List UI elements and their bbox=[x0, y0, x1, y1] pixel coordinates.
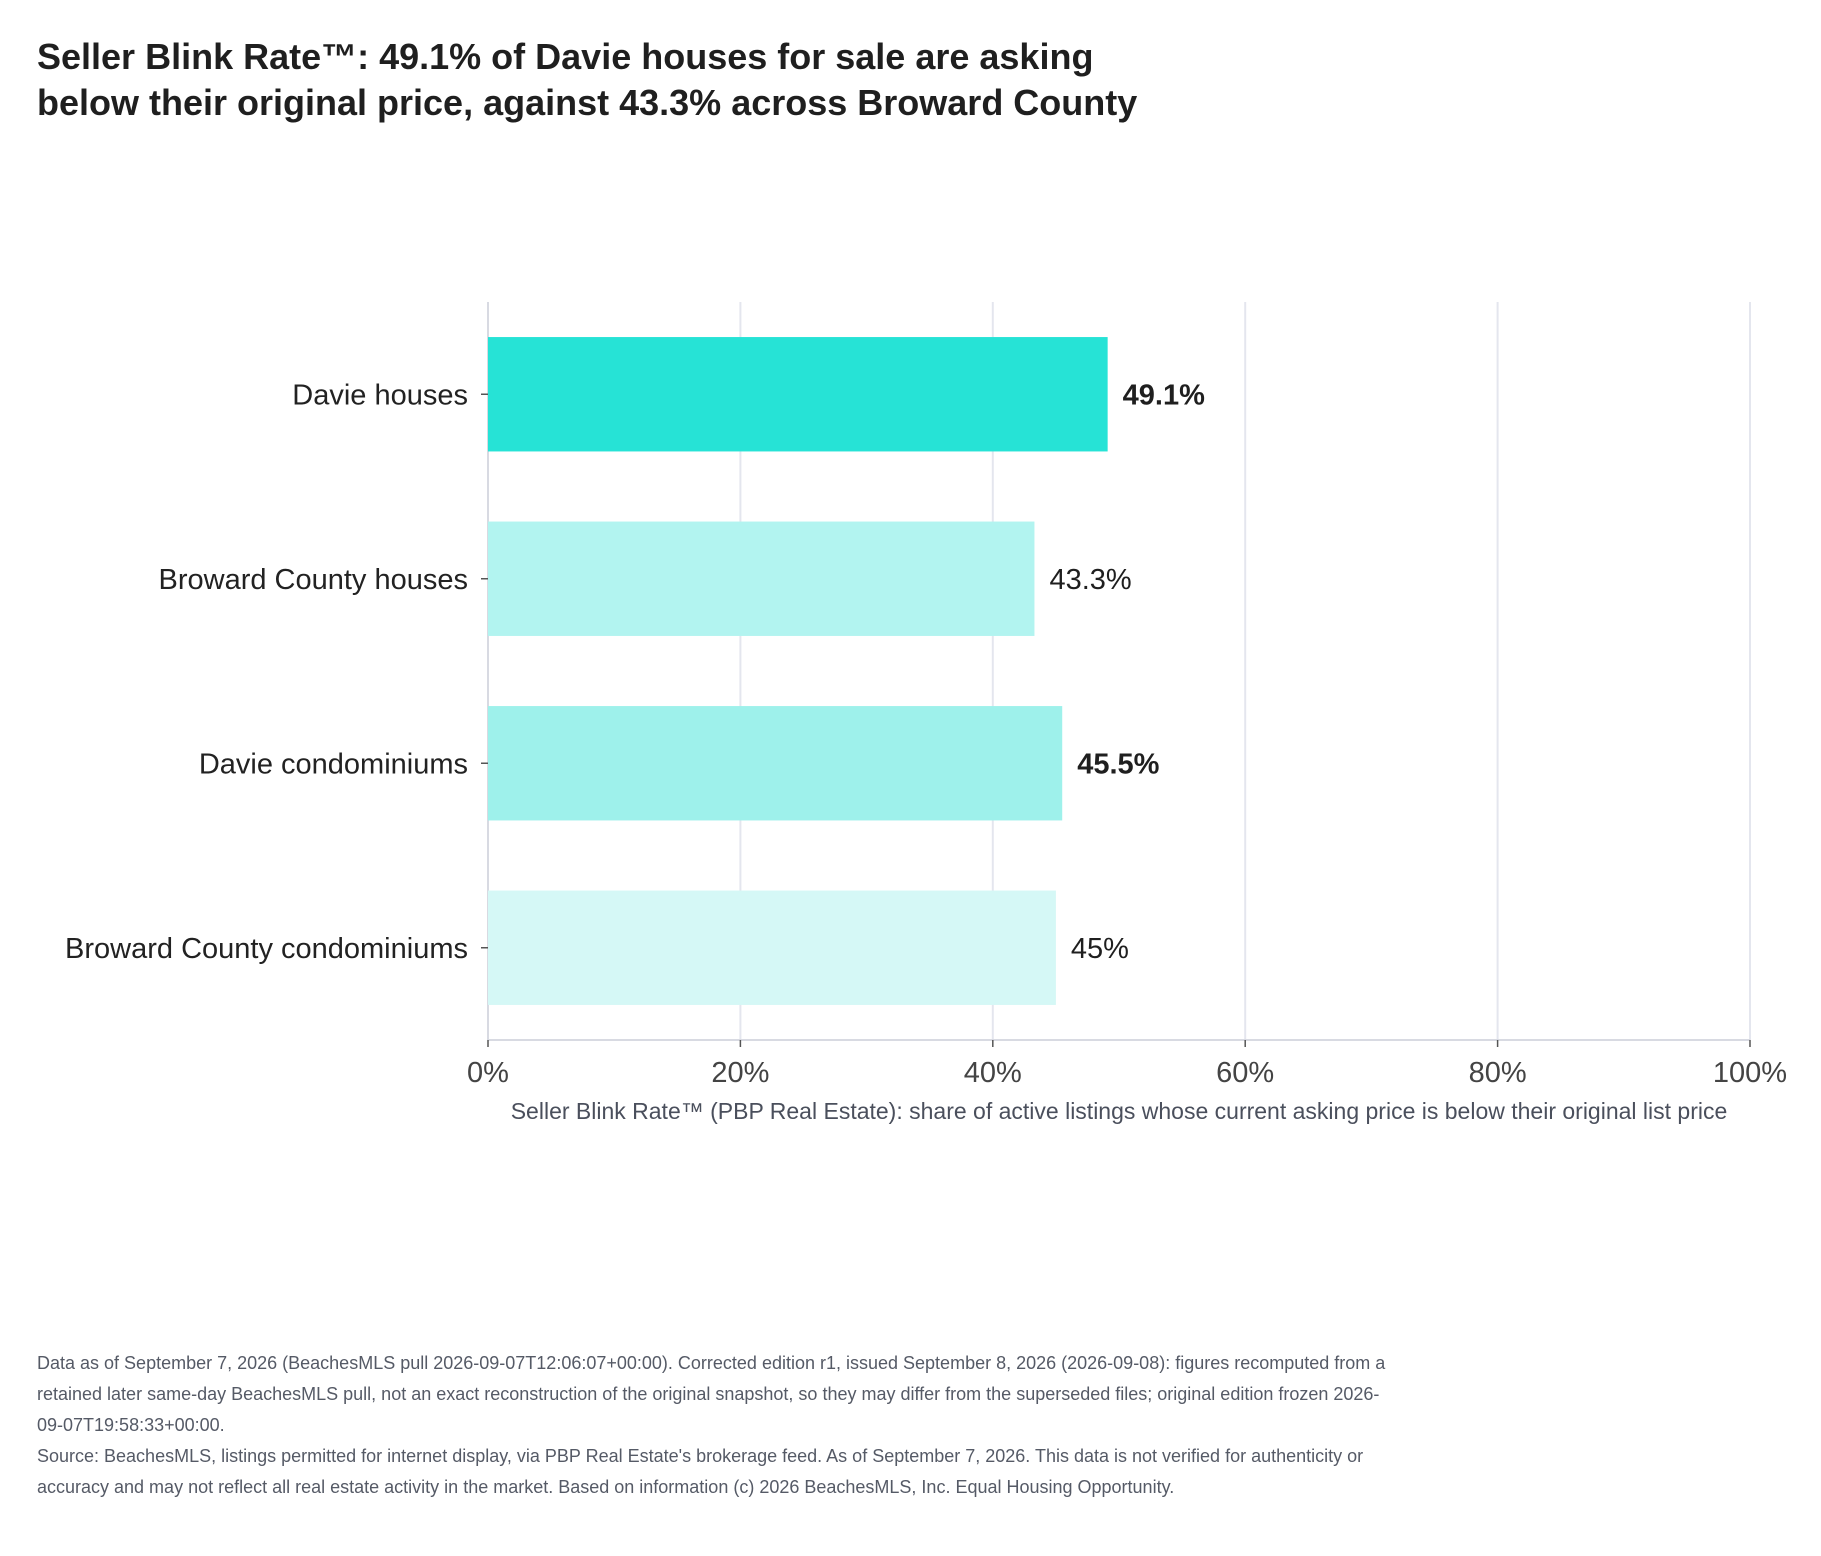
x-tick-label: 40% bbox=[964, 1057, 1022, 1089]
bar bbox=[488, 706, 1063, 821]
x-tick-label: 0% bbox=[467, 1057, 509, 1089]
labels: 0% 20% 40% 60% 80% 100% Seller Blink Rate™ (PB… bbox=[65, 379, 1787, 1124]
x-axis-title: Seller Blink Rate™ (PBP Real Estate): sh… bbox=[511, 1098, 1728, 1124]
x-tick-label: 20% bbox=[711, 1057, 769, 1089]
x-tick-label: 60% bbox=[1216, 1057, 1274, 1089]
bars bbox=[488, 337, 1108, 1005]
chart-title: Seller Blink Rate™: 49.1% of Davie house… bbox=[37, 34, 1537, 126]
category-label: Davie houses bbox=[292, 379, 468, 411]
x-tick-label: 80% bbox=[1469, 1057, 1527, 1089]
bar bbox=[488, 521, 1035, 636]
value-label: 49.1% bbox=[1123, 379, 1205, 411]
value-label: 45.5% bbox=[1077, 748, 1159, 780]
chart-title-line-2: below their original price, against 43.3… bbox=[37, 82, 1138, 123]
value-label: 43.3% bbox=[1049, 564, 1131, 596]
x-tick-label: 100% bbox=[1713, 1057, 1787, 1089]
bar bbox=[488, 337, 1108, 452]
bar bbox=[488, 890, 1056, 1005]
footnote-source: Source: BeachesMLS, listings permitted f… bbox=[37, 1446, 1364, 1497]
category-label: Davie condominiums bbox=[199, 748, 468, 780]
category-label: Broward County condominiums bbox=[65, 933, 468, 965]
footnote-data-note: Data as of September 7, 2026 (BeachesMLS… bbox=[37, 1353, 1386, 1435]
chart-title-line-1: Seller Blink Rate™: 49.1% of Davie house… bbox=[37, 36, 1094, 77]
category-label: Broward County houses bbox=[159, 564, 469, 596]
value-label: 45% bbox=[1071, 933, 1129, 965]
footnote: Data as of September 7, 2026 (BeachesMLS… bbox=[37, 1348, 1397, 1503]
